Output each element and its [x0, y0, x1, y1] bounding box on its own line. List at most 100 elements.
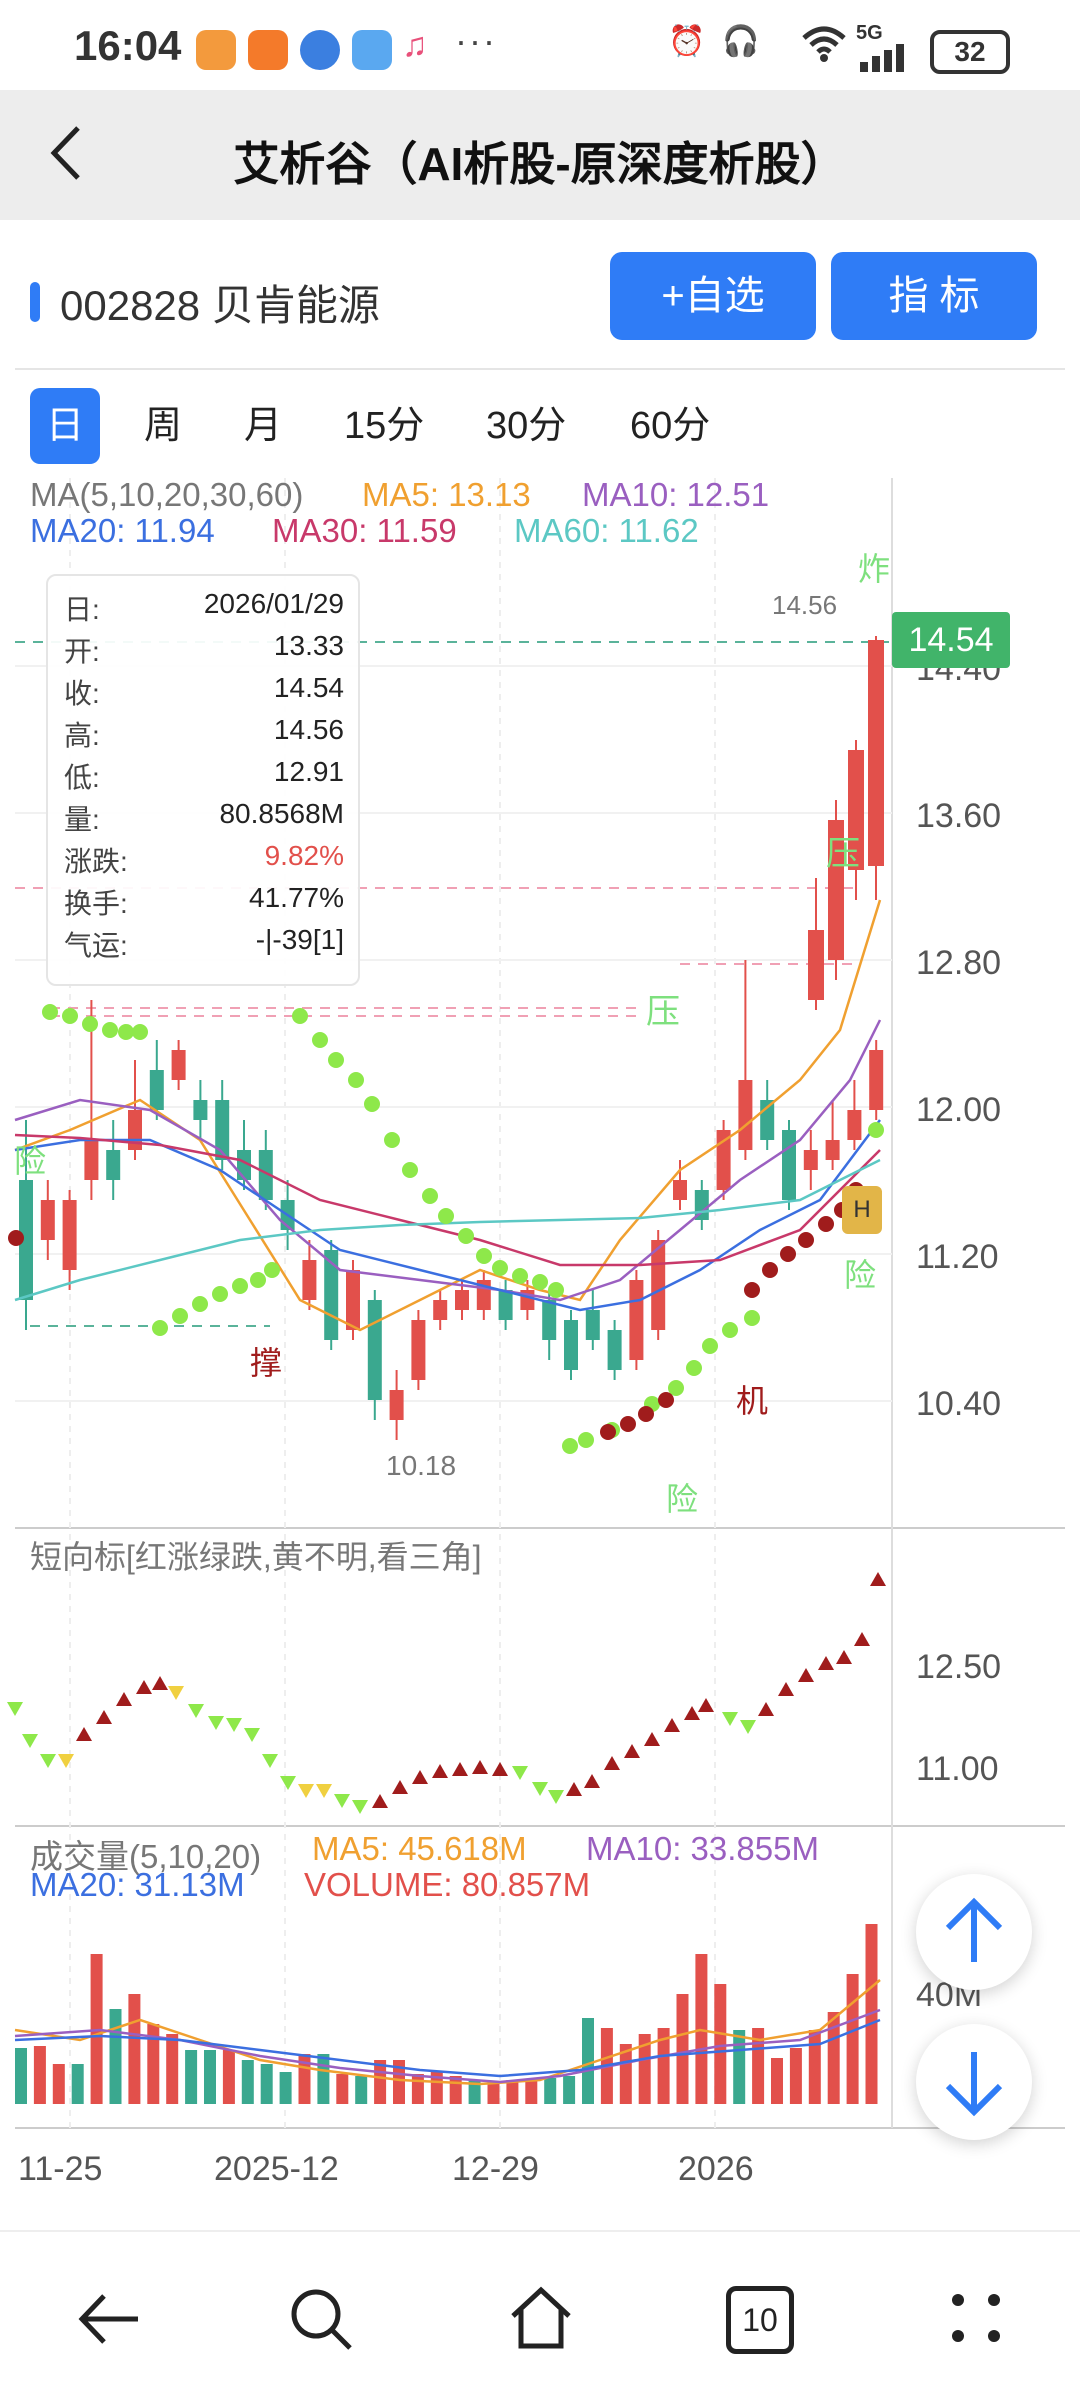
candle-body: [847, 1110, 862, 1140]
signal-dot: [82, 1016, 98, 1032]
ma20-legend: MA20: 11.94: [30, 512, 215, 549]
volume-bar: [204, 2050, 216, 2104]
indicator-triangle: [188, 1704, 204, 1718]
ma30-legend: MA30: 11.59: [272, 512, 457, 549]
signal-dot: [438, 1208, 454, 1224]
signal-dot: [212, 1286, 228, 1302]
volume-bar: [15, 2048, 27, 2104]
signal-dot: [132, 1024, 148, 1040]
signal-dot: [152, 1320, 168, 1336]
back-arrow-icon[interactable]: [40, 118, 100, 188]
scroll-down-button[interactable]: [916, 2024, 1032, 2140]
signal-dot: [638, 1406, 654, 1422]
tab-60min[interactable]: 60分: [630, 405, 711, 447]
signal-dot: [562, 1438, 578, 1454]
indicator-triangle: [452, 1762, 468, 1776]
signal-dot: [686, 1360, 702, 1376]
signal-dot: [264, 1262, 280, 1278]
home-icon: [511, 2286, 571, 2349]
tabs-button[interactable]: 10: [726, 2286, 794, 2354]
volume-bar: [33, 2046, 46, 2104]
signal-dot: [458, 1228, 474, 1244]
volume-bar: [846, 1974, 859, 2104]
signal-cheng: 撑: [250, 1345, 283, 1381]
menu-button[interactable]: [948, 2290, 1004, 2351]
candle-body: [564, 1320, 578, 1370]
signal-dot: [780, 1246, 796, 1262]
indicator-triangle: [316, 1784, 332, 1798]
x-axis-label: 2025-12: [214, 2150, 339, 2188]
volume-bar: [619, 2044, 632, 2104]
info-row-volume: 量: 80.8568M: [64, 798, 344, 835]
volume-legend-label: 成交量(5,10,20): [30, 1838, 262, 1875]
signal-dot: [102, 1022, 118, 1038]
price-axis-label: 10.40: [916, 1385, 1002, 1423]
page-title: 艾析谷（AI析股-原深度析股）: [233, 138, 847, 190]
volume-bar: [525, 2080, 538, 2104]
vol-ma20-line: [14, 2018, 881, 2078]
tab-day[interactable]: 日: [30, 388, 100, 464]
volume-bar: [638, 2034, 651, 2104]
tab-week[interactable]: 周: [144, 405, 183, 447]
ma60-legend: MA60: 11.62: [514, 512, 699, 549]
tab-month[interactable]: 月: [244, 405, 283, 447]
app-notification-icon: [196, 30, 236, 70]
signal-xian: 险: [844, 1257, 877, 1293]
browser-back-button[interactable]: [74, 2284, 144, 2359]
indicator-triangle: [334, 1794, 350, 1808]
network-type: 5G: [856, 22, 883, 44]
signal-dot: [422, 1188, 438, 1204]
signal-ya: 压: [826, 835, 860, 873]
indicator-triangle: [372, 1794, 388, 1808]
candle-body: [367, 1300, 382, 1400]
indicator-triangle: [7, 1702, 23, 1716]
indicator-triangle: [58, 1754, 74, 1768]
indicator-triangle: [96, 1710, 112, 1724]
ma5-legend: MA5: 13.13: [362, 476, 531, 513]
tab-30min[interactable]: 30分: [486, 405, 567, 447]
home-button[interactable]: [505, 2282, 577, 2359]
volume-bar: [563, 2076, 576, 2104]
candle-body: [40, 1200, 55, 1240]
signal-dot: [512, 1268, 528, 1284]
kline-chart[interactable]: [0, 470, 1080, 2200]
indicator-triangle: [624, 1744, 640, 1758]
volume-bar: [827, 2012, 840, 2104]
volume-bar: [109, 2009, 122, 2104]
volume-bar: [185, 2050, 198, 2104]
indicator-button[interactable]: 指 标: [831, 252, 1037, 340]
stock-name: 002828 贝肯能源: [60, 282, 380, 329]
high-price-label: 14.56: [772, 590, 838, 620]
indicator-triangle: [392, 1780, 408, 1794]
indicator-triangle: [584, 1774, 600, 1788]
price-axis-label: 11.20: [916, 1238, 999, 1276]
volume-bar: [147, 2024, 160, 2104]
indicator-triangle: [698, 1698, 714, 1712]
indicator-axis-label: 12.50: [916, 1648, 1002, 1686]
search-button[interactable]: [286, 2284, 356, 2359]
tab-15min[interactable]: 15分: [344, 405, 425, 447]
indicator-triangle: [798, 1668, 814, 1682]
volume-bar: [714, 1984, 727, 2104]
volume-bar: [506, 2080, 519, 2104]
signal-dot: [292, 1008, 308, 1024]
scroll-up-button[interactable]: [916, 1874, 1032, 1990]
indicator-triangle: [722, 1712, 738, 1726]
indicator-triangle: [136, 1680, 152, 1694]
signal-dot: [250, 1272, 266, 1288]
candle-body: [803, 1150, 818, 1170]
indicator-triangle: [76, 1727, 92, 1741]
indicator-triangle: [604, 1756, 620, 1770]
signal-dot: [658, 1392, 674, 1408]
volume-bar: [241, 2060, 254, 2104]
info-row-date: 日: 2026/01/29: [64, 588, 344, 625]
info-row-open: 开: 13.33: [64, 630, 344, 667]
add-watchlist-button[interactable]: +自选: [610, 252, 816, 340]
signal-dot: [8, 1230, 24, 1246]
signal-dot: [328, 1052, 344, 1068]
signal-dot: [118, 1024, 134, 1040]
volume-bar: [430, 2072, 443, 2104]
low-price-label: 10.18: [386, 1450, 457, 1481]
signal-dot: [818, 1216, 834, 1232]
signal-zha: 炸: [858, 551, 891, 587]
